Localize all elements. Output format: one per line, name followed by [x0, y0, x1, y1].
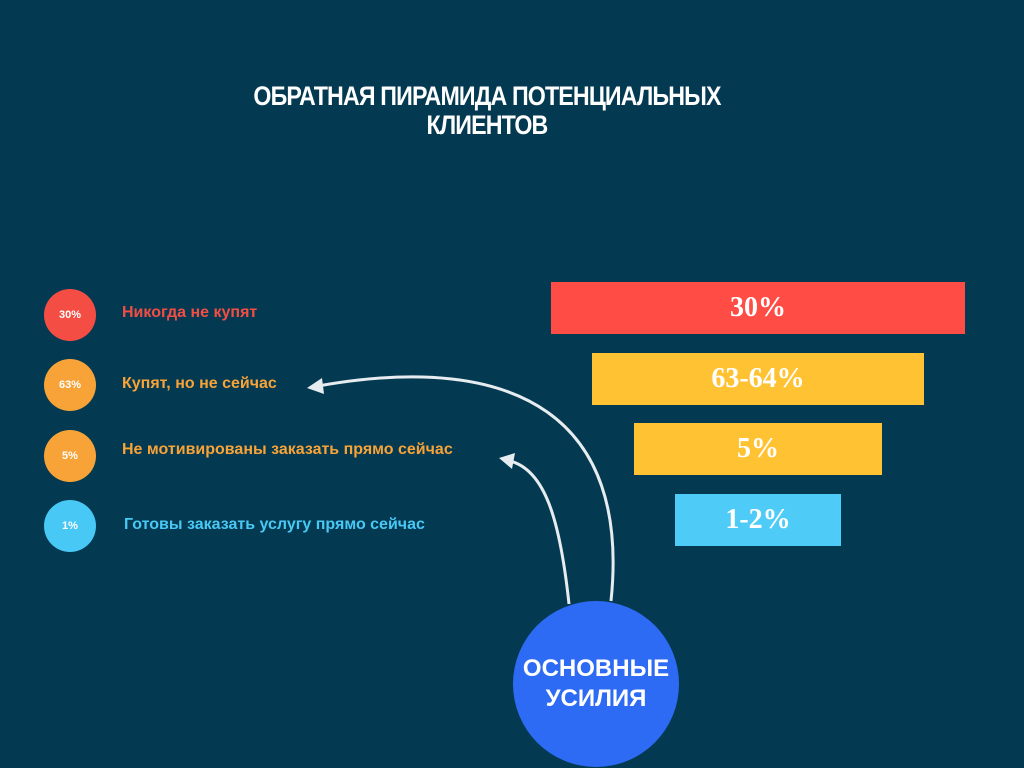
main-efforts-circle: ОСНОВНЫЕ УСИЛИЯ: [513, 601, 679, 767]
funnel-bar-never-buy-text: 30%: [730, 292, 786, 323]
title-line-1: ОБРАТНАЯ ПИРАМИДА ПОТЕНЦИАЛЬНЫХ: [253, 81, 721, 111]
badge-not-motivated-text: 5%: [62, 450, 78, 462]
funnel-bar-not-motivated: 5%: [634, 423, 882, 475]
title-line-2: КЛИЕНТОВ: [426, 110, 549, 140]
label-ready-now: Готовы заказать услугу прямо сейчас: [124, 516, 425, 533]
funnel-bar-not-motivated-text: 5%: [737, 433, 779, 464]
badge-not-motivated: 5%: [44, 430, 96, 482]
arrow-to-not-motivated: [509, 459, 571, 605]
label-never-buy: Никогда не купят: [122, 304, 258, 321]
funnel-bar-buy-later-text: 63-64%: [711, 363, 805, 394]
arrow-to-buy-later: [317, 375, 615, 602]
badge-ready-now-text: 1%: [62, 520, 78, 532]
label-buy-later: Купят, но не сейчас: [122, 375, 277, 392]
funnel-bar-ready-now: 1-2%: [675, 494, 841, 546]
badge-never-buy-text: 30%: [58, 309, 82, 321]
funnel-bar-buy-later: 63-64%: [592, 353, 924, 405]
main-efforts-line-2: УСИЛИЯ: [545, 685, 647, 712]
arrowhead-buy-later-icon: [307, 378, 324, 394]
funnel-bar-never-buy: 30%: [551, 282, 965, 334]
funnel-bar-ready-now-text: 1-2%: [725, 504, 791, 535]
page-title: ОБРАТНАЯ ПИРАМИДА ПОТЕНЦИАЛЬНЫХ КЛИЕНТОВ: [229, 82, 745, 140]
badge-never-buy: 30%: [44, 289, 96, 341]
badge-ready-now: 1%: [44, 500, 96, 552]
label-not-motivated: Не мотивированы заказать прямо сейчас: [122, 441, 453, 458]
badge-buy-later: 63%: [44, 359, 96, 411]
badge-buy-later-text: 63%: [58, 379, 82, 391]
arrowhead-not-motivated-icon: [499, 453, 515, 469]
main-efforts-line-1: ОСНОВНЫЕ: [522, 655, 670, 682]
